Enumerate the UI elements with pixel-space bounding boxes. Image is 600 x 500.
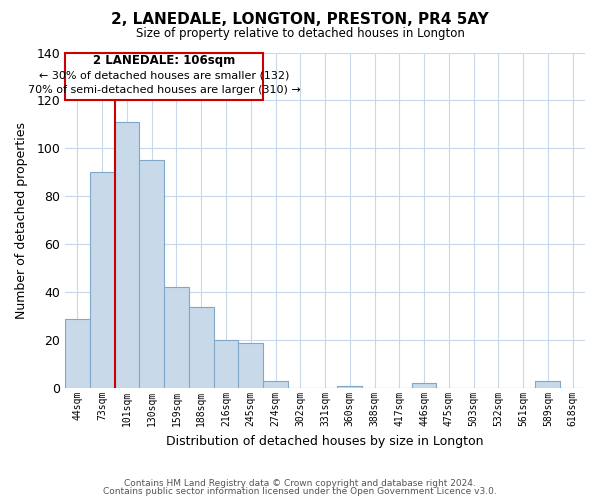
- Bar: [139, 160, 164, 388]
- Bar: [263, 381, 288, 388]
- Text: Size of property relative to detached houses in Longton: Size of property relative to detached ho…: [136, 28, 464, 40]
- Text: 2 LANEDALE: 106sqm: 2 LANEDALE: 106sqm: [93, 54, 235, 68]
- Text: 2, LANEDALE, LONGTON, PRESTON, PR4 5AY: 2, LANEDALE, LONGTON, PRESTON, PR4 5AY: [111, 12, 489, 28]
- Y-axis label: Number of detached properties: Number of detached properties: [15, 122, 28, 319]
- Text: Contains HM Land Registry data © Crown copyright and database right 2024.: Contains HM Land Registry data © Crown c…: [124, 478, 476, 488]
- Bar: [115, 122, 139, 388]
- Text: Contains public sector information licensed under the Open Government Licence v3: Contains public sector information licen…: [103, 487, 497, 496]
- Bar: [412, 384, 436, 388]
- Bar: [90, 172, 115, 388]
- Bar: [238, 342, 263, 388]
- Text: ← 30% of detached houses are smaller (132): ← 30% of detached houses are smaller (13…: [39, 70, 289, 81]
- Bar: [535, 381, 560, 388]
- Bar: [214, 340, 238, 388]
- Text: 70% of semi-detached houses are larger (310) →: 70% of semi-detached houses are larger (…: [28, 84, 301, 94]
- Bar: [65, 318, 90, 388]
- Bar: [337, 386, 362, 388]
- Bar: [189, 306, 214, 388]
- X-axis label: Distribution of detached houses by size in Longton: Distribution of detached houses by size …: [166, 434, 484, 448]
- Bar: [164, 288, 189, 388]
- FancyBboxPatch shape: [65, 52, 263, 100]
